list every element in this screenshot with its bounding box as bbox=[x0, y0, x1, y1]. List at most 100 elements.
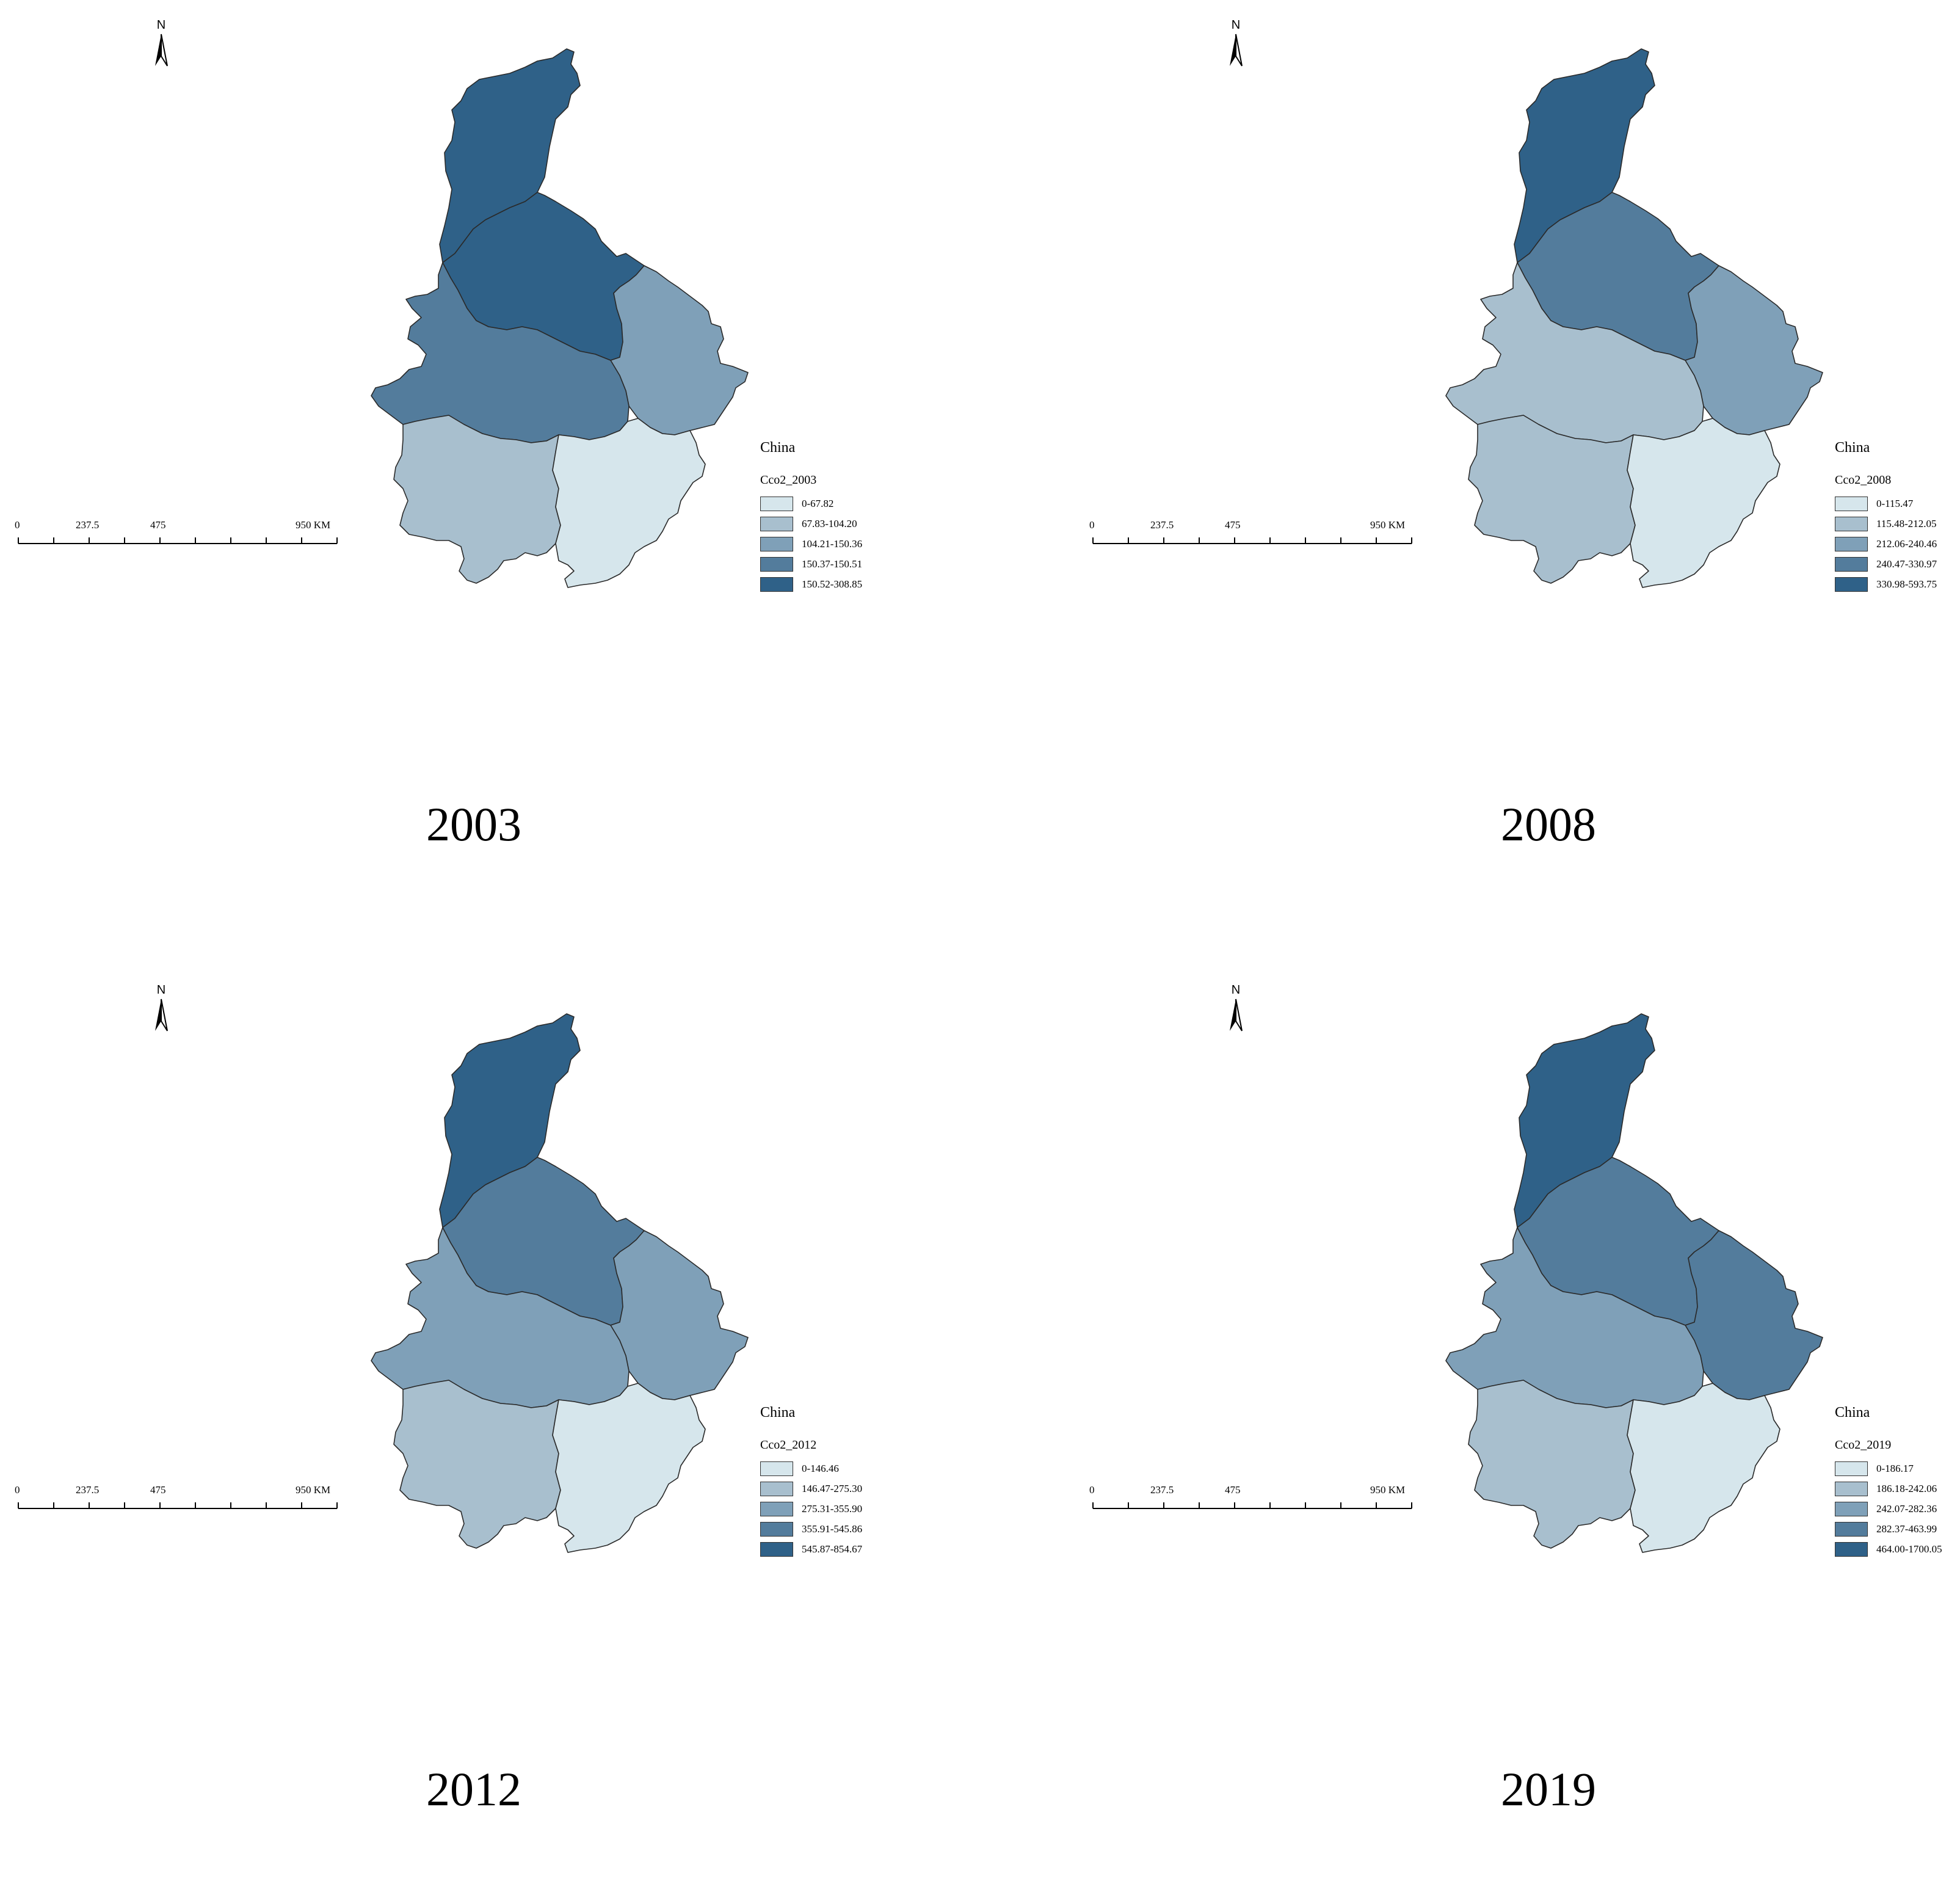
region-southeast bbox=[1627, 1383, 1780, 1553]
legend-row: 464.00-1700.05 bbox=[1835, 1539, 1960, 1559]
legend-swatch bbox=[760, 516, 793, 531]
legend-label: 0-67.82 bbox=[802, 497, 834, 509]
legend-swatch bbox=[760, 1461, 793, 1476]
legend-swatch bbox=[1835, 536, 1868, 551]
scale-label: 0 bbox=[1089, 519, 1095, 531]
scale-label: 950 KM bbox=[1370, 519, 1406, 531]
north-label: N bbox=[1231, 18, 1241, 32]
legend: China Cco2_2008 0-115.47 115.48-212.05 212.0… bbox=[1835, 440, 1960, 594]
north-arrow-icon: N bbox=[1218, 18, 1254, 71]
scale-label: 950 KM bbox=[1370, 1484, 1406, 1496]
legend-label: 0-146.46 bbox=[802, 1462, 839, 1474]
legend-row: 115.48-212.05 bbox=[1835, 514, 1960, 534]
north-arrow-icon: N bbox=[143, 983, 180, 1036]
year-caption: 2019 bbox=[1501, 1763, 1596, 1816]
legend-label: 212.06-240.46 bbox=[1876, 537, 1937, 550]
legend-row: 0-115.47 bbox=[1835, 493, 1960, 514]
legend-label: 0-115.47 bbox=[1876, 497, 1914, 509]
legend-row: 0-67.82 bbox=[760, 493, 919, 514]
region-southwest bbox=[393, 1380, 561, 1549]
legend-row: 242.07-282.36 bbox=[1835, 1499, 1960, 1519]
legend-row: 67.83-104.20 bbox=[760, 514, 919, 534]
region-southeast bbox=[552, 1383, 706, 1553]
legend-label: 242.07-282.36 bbox=[1876, 1502, 1937, 1515]
legend-field: Cco2_2008 bbox=[1835, 473, 1892, 487]
legend-label: 0-186.17 bbox=[1876, 1462, 1914, 1474]
scale-label: 0 bbox=[15, 519, 20, 531]
legend-row: 240.47-330.97 bbox=[1835, 554, 1960, 574]
scale-label: 950 KM bbox=[296, 519, 331, 531]
north-label: N bbox=[156, 18, 166, 32]
legend-row: 0-146.46 bbox=[760, 1458, 919, 1479]
legend-field: Cco2_2019 bbox=[1835, 1438, 1892, 1452]
legend-swatch bbox=[760, 1521, 793, 1537]
legend-swatch bbox=[1835, 1521, 1868, 1537]
legend-swatch bbox=[1835, 556, 1868, 572]
scale-bar bbox=[18, 1502, 338, 1509]
legend-label: 67.83-104.20 bbox=[802, 517, 857, 529]
legend-swatch bbox=[1835, 1461, 1868, 1476]
legend-row: 186.18-242.06 bbox=[1835, 1479, 1960, 1499]
legend: China Cco2_2012 0-146.46 146.47-275.30 275.3… bbox=[760, 1405, 919, 1559]
legend-swatch bbox=[760, 496, 793, 511]
legend-swatch bbox=[1835, 1541, 1868, 1557]
north-label: N bbox=[1231, 983, 1241, 997]
map-panel-2008: N 0 237.5 475 950 KM China Cco2_2008 0-115.47 11… bbox=[1075, 0, 1960, 916]
legend-title: China bbox=[760, 440, 796, 456]
map-svg bbox=[18, 1013, 749, 1553]
legend-swatch bbox=[1835, 496, 1868, 511]
legend-row: 282.37-463.99 bbox=[1835, 1519, 1960, 1539]
map-panel-2012: N 0 237.5 475 950 KM China Cco2_2012 0-146.46 14… bbox=[0, 965, 980, 1881]
region-southwest bbox=[1468, 1380, 1636, 1549]
legend-title: China bbox=[760, 1405, 796, 1421]
legend-label: 240.47-330.97 bbox=[1876, 558, 1937, 570]
legend-row: 150.37-150.51 bbox=[760, 554, 919, 574]
scale-label: 237.5 bbox=[1150, 519, 1174, 531]
region-east bbox=[610, 265, 749, 435]
legend-swatch bbox=[1835, 516, 1868, 531]
scale-bar bbox=[1092, 1502, 1412, 1509]
north-arrow-icon: N bbox=[143, 18, 180, 71]
year-caption: 2003 bbox=[426, 798, 521, 851]
scale-label: 237.5 bbox=[76, 1484, 100, 1496]
legend-swatch bbox=[760, 536, 793, 551]
map-panel-2003: N 0 237.5 475 950 KM China Cco2_2003 0-67.82 67.… bbox=[0, 0, 980, 916]
legend-row: 150.52-308.85 bbox=[760, 574, 919, 594]
legend-label: 545.87-854.67 bbox=[802, 1543, 863, 1555]
legend-label: 282.37-463.99 bbox=[1876, 1523, 1937, 1535]
legend-label: 150.52-308.85 bbox=[802, 578, 863, 590]
legend-swatch bbox=[1835, 1501, 1868, 1516]
scale-label: 237.5 bbox=[76, 519, 100, 531]
legend-label: 330.98-593.75 bbox=[1876, 578, 1937, 590]
scale-label: 475 bbox=[150, 1484, 166, 1496]
scale-label: 475 bbox=[150, 519, 166, 531]
legend-row: 275.31-355.90 bbox=[760, 1499, 919, 1519]
region-southeast bbox=[1627, 418, 1780, 588]
legend-swatch bbox=[1835, 1481, 1868, 1496]
legend-title: China bbox=[1835, 440, 1870, 456]
legend-row: 545.87-854.67 bbox=[760, 1539, 919, 1559]
legend-label: 146.47-275.30 bbox=[802, 1482, 863, 1494]
legend-label: 186.18-242.06 bbox=[1876, 1482, 1937, 1494]
map-panel-2019: N 0 237.5 475 950 KM China Cco2_2019 0-186.17 18… bbox=[1075, 965, 1960, 1881]
scale-label: 0 bbox=[1089, 1484, 1095, 1496]
scale-label: 237.5 bbox=[1150, 1484, 1174, 1496]
legend-label: 355.91-545.86 bbox=[802, 1523, 863, 1535]
scale-bar bbox=[1092, 537, 1412, 544]
legend-swatch bbox=[760, 1541, 793, 1557]
region-southwest bbox=[1468, 415, 1636, 584]
map-svg bbox=[18, 48, 749, 588]
legend-row: 0-186.17 bbox=[1835, 1458, 1960, 1479]
year-caption: 2012 bbox=[426, 1763, 521, 1816]
legend-row: 330.98-593.75 bbox=[1835, 574, 1960, 594]
legend-swatch bbox=[760, 556, 793, 572]
map-svg bbox=[1092, 1013, 1823, 1553]
legend-label: 150.37-150.51 bbox=[802, 558, 863, 570]
scale-label: 950 KM bbox=[296, 1484, 331, 1496]
map-svg bbox=[1092, 48, 1823, 588]
legend-swatch bbox=[760, 577, 793, 592]
region-southwest bbox=[393, 415, 561, 584]
legend-label: 115.48-212.05 bbox=[1876, 517, 1937, 529]
legend-swatch bbox=[1835, 577, 1868, 592]
legend-row: 146.47-275.30 bbox=[760, 1479, 919, 1499]
